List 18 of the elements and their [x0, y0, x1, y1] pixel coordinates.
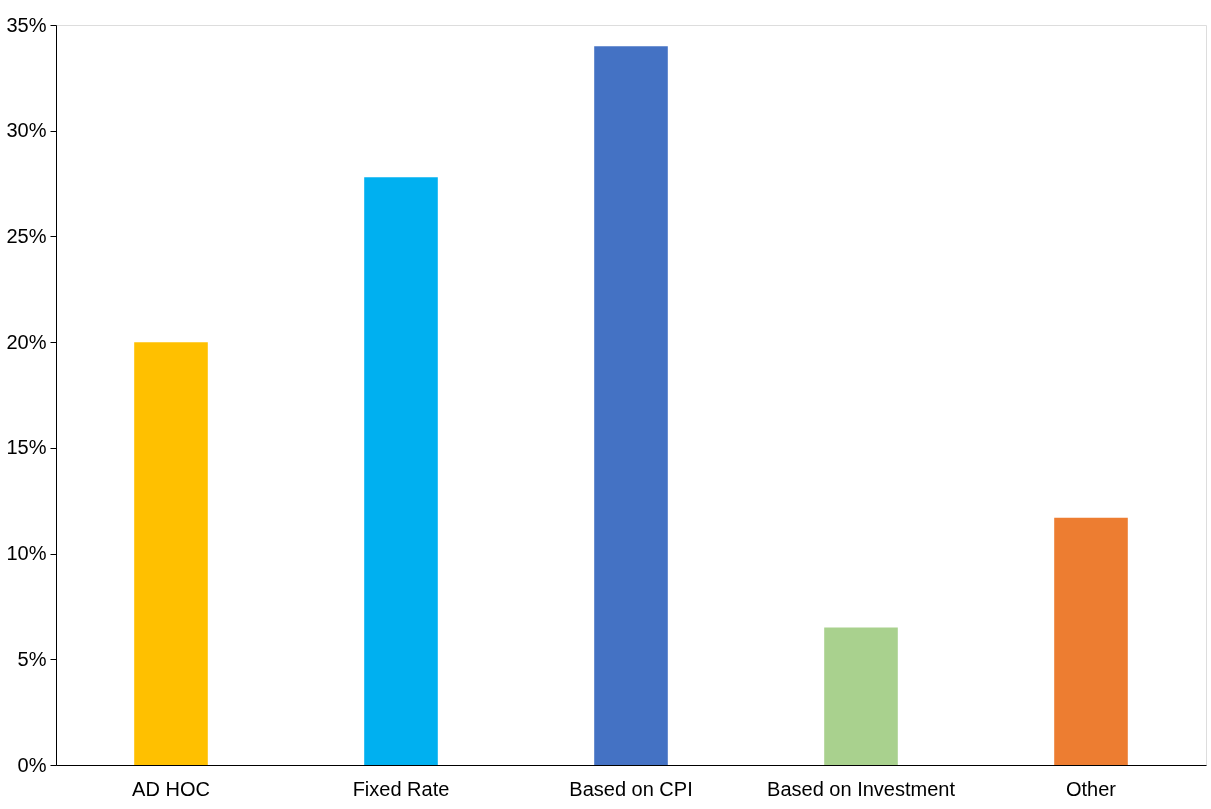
- bar: [824, 627, 898, 765]
- y-tick-label: 30%: [6, 119, 47, 142]
- y-tick-label: 5%: [17, 647, 47, 670]
- x-tick-label: Based on Investment: [767, 777, 956, 800]
- y-tick-label: 35%: [6, 13, 47, 36]
- bar: [134, 342, 208, 765]
- y-tick-label: 20%: [6, 330, 47, 353]
- bar: [594, 46, 668, 765]
- y-tick-label: 25%: [6, 224, 47, 247]
- y-tick-label: 10%: [6, 542, 47, 565]
- x-tick-label: AD HOC: [132, 777, 210, 800]
- x-tick-label: Based on CPI: [569, 777, 693, 800]
- y-tick-label: 15%: [6, 436, 47, 459]
- bar: [1054, 517, 1128, 765]
- bar: [364, 177, 438, 765]
- y-tick-label: 0%: [17, 753, 47, 776]
- x-tick-label: Fixed Rate: [352, 777, 450, 800]
- x-tick-label: Other: [1065, 777, 1117, 800]
